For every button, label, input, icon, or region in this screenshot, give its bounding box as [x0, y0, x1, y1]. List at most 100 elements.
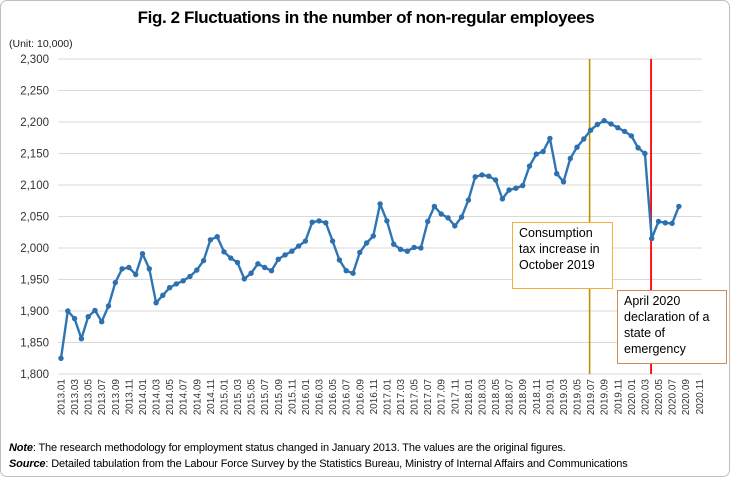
- data-point-marker: [506, 187, 512, 193]
- x-tick-label: 2016.05: [328, 379, 339, 416]
- x-tick-label: 2018.11: [532, 379, 543, 415]
- x-tick-label: 2020.01: [627, 379, 638, 416]
- data-point-marker: [173, 281, 180, 287]
- x-tick-label: 2020.09: [681, 379, 692, 416]
- source-text: : Detailed tabulation from the Labour Fo…: [45, 457, 628, 470]
- x-tick-label: 2016.09: [355, 379, 366, 416]
- x-tick-label: 2017.05: [410, 379, 421, 416]
- x-tick-label: 2019.11: [613, 379, 624, 415]
- y-tick-label: 2,150: [20, 149, 49, 161]
- data-point-marker: [248, 270, 254, 276]
- data-point-marker: [669, 220, 675, 227]
- data-point-marker: [194, 267, 200, 273]
- data-point-marker: [384, 218, 390, 224]
- x-tick-label: 2017.07: [423, 379, 434, 416]
- y-tick-label: 2,100: [20, 180, 49, 192]
- data-point-marker: [465, 197, 472, 203]
- data-point-marker: [180, 278, 186, 284]
- data-point-marker: [214, 234, 220, 240]
- data-point-marker: [492, 177, 499, 183]
- data-point-marker: [520, 182, 526, 189]
- data-point-marker: [662, 220, 668, 226]
- data-point-marker: [241, 276, 247, 282]
- x-tick-label: 2019.03: [559, 379, 570, 416]
- x-tick-label: 2017.01: [382, 379, 393, 416]
- x-tick-label: 2017.11: [450, 379, 461, 415]
- data-point-marker: [200, 257, 207, 264]
- data-point-marker: [166, 285, 173, 291]
- y-tick-label: 2,000: [20, 243, 49, 255]
- data-point-marker: [608, 121, 614, 127]
- data-point-marker: [438, 211, 444, 217]
- data-point-marker: [228, 255, 234, 261]
- x-tick-label: 2020.07: [668, 379, 679, 416]
- data-point-marker: [479, 172, 485, 178]
- x-tick-label: 2015.01: [219, 379, 230, 416]
- data-point-marker: [323, 220, 329, 226]
- data-point-marker: [99, 319, 105, 325]
- data-point-marker: [655, 218, 662, 225]
- data-point-marker: [472, 174, 478, 180]
- consumption-tax-annotation-text: Consumption tax increase in October 2019: [519, 226, 600, 272]
- data-point-marker: [65, 308, 71, 314]
- x-tick-label: 2019.05: [573, 379, 584, 416]
- data-point-marker: [676, 203, 682, 210]
- data-point-marker: [499, 196, 506, 202]
- data-point-marker: [316, 218, 322, 224]
- y-tick-label: 1,800: [20, 369, 49, 381]
- data-point-marker: [343, 268, 349, 274]
- x-tick-label: 2020.03: [640, 379, 651, 416]
- data-point-marker: [621, 128, 628, 135]
- x-tick-label: 2018.05: [491, 379, 502, 416]
- y-tick-label: 1,850: [20, 338, 49, 350]
- x-tick-label: 2014.03: [152, 379, 163, 416]
- data-point-marker: [105, 303, 112, 309]
- x-tick-label: 2020.05: [654, 379, 665, 416]
- data-point-marker: [282, 252, 288, 258]
- x-tick-label: 2018.07: [505, 379, 516, 416]
- axis-unit-label: (Unit: 10,000): [9, 38, 73, 50]
- data-point-marker: [262, 264, 268, 271]
- data-point-marker: [635, 145, 641, 151]
- data-point-marker: [649, 235, 655, 242]
- y-tick-label: 1,950: [20, 275, 49, 287]
- source-line: Source: Detailed tabulation from the Lab…: [9, 457, 725, 473]
- data-point-marker: [567, 155, 573, 162]
- x-tick-label: 2016.01: [301, 379, 312, 416]
- x-tick-label: 2015.11: [287, 379, 298, 415]
- data-point-marker: [309, 219, 315, 225]
- data-point-marker: [187, 273, 193, 280]
- footnotes: Note: The research methodology for emplo…: [9, 441, 725, 472]
- data-point-marker: [486, 173, 492, 179]
- data-point-marker: [404, 248, 410, 254]
- x-tick-label: 2016.03: [315, 379, 326, 416]
- data-point-marker: [289, 248, 295, 254]
- data-point-marker: [431, 203, 438, 210]
- data-point-marker: [119, 266, 125, 272]
- x-tick-label: 2019.07: [586, 379, 597, 416]
- data-point-marker: [397, 246, 404, 252]
- data-point-marker: [363, 240, 370, 246]
- data-point-marker: [234, 259, 241, 266]
- data-point-marker: [92, 307, 98, 314]
- data-point-marker: [540, 148, 546, 155]
- emergency-annotation-text: April 2020 declaration of a state of eme…: [624, 294, 710, 356]
- x-tick-label: 2014.11: [206, 379, 217, 415]
- x-tick-label: 2017.09: [437, 379, 448, 416]
- x-tick-label: 2016.07: [342, 379, 353, 416]
- data-point-marker: [370, 233, 376, 239]
- data-point-marker: [85, 314, 91, 320]
- x-tick-label: 2013.01: [57, 379, 68, 416]
- x-tick-label: 2016.11: [369, 379, 380, 415]
- y-tick-label: 2,050: [20, 212, 49, 224]
- data-point-marker: [601, 118, 607, 124]
- x-tick-label: 2014.07: [179, 379, 190, 416]
- x-tick-label: 2013.03: [70, 379, 81, 416]
- data-point-marker: [615, 125, 621, 131]
- data-point-marker: [628, 133, 635, 139]
- consumption-tax-annotation: Consumption tax increase in October 2019: [512, 222, 613, 289]
- data-point-marker: [207, 237, 214, 243]
- data-point-marker: [268, 268, 275, 274]
- data-point-marker: [357, 249, 363, 256]
- data-point-marker: [411, 244, 417, 251]
